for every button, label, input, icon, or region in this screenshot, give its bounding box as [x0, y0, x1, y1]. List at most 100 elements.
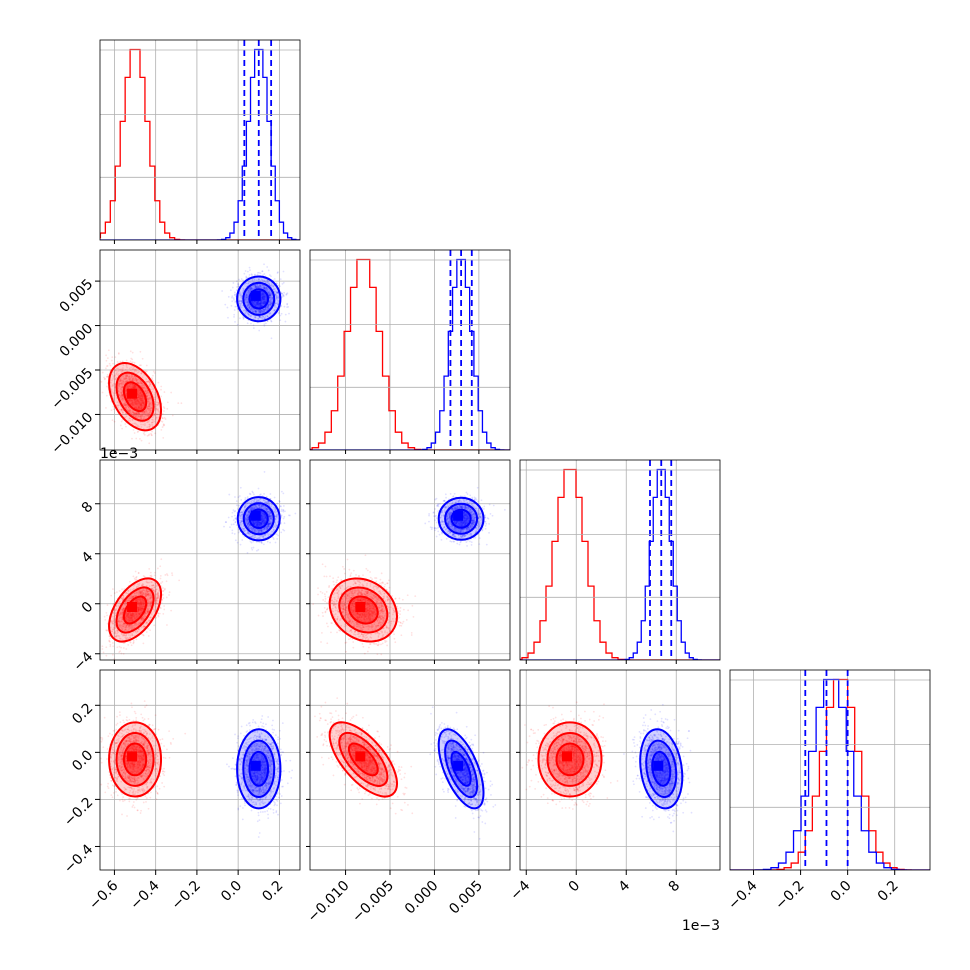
scatter-point — [147, 409, 150, 412]
scatter-point — [282, 517, 285, 520]
scatter-point — [129, 626, 132, 629]
scatter-point — [279, 319, 282, 322]
scatter-point — [145, 410, 148, 413]
scatter-point — [146, 407, 149, 410]
scatter-point — [268, 297, 271, 300]
scatter-point — [244, 298, 247, 301]
scatter-point — [141, 382, 143, 385]
scatter-point — [139, 592, 142, 594]
scatter-point — [140, 602, 143, 605]
scatter-point — [257, 310, 260, 313]
panel-content — [100, 263, 290, 450]
scatter-point — [113, 374, 115, 377]
scatter-point — [139, 414, 142, 417]
scatter-point — [281, 282, 284, 285]
scatter-point — [263, 309, 266, 312]
scatter-point — [266, 289, 269, 291]
scatter-point — [245, 282, 248, 285]
scatter-point — [120, 383, 123, 386]
scatter-point — [130, 357, 133, 360]
scatter-point — [121, 611, 124, 614]
scatter-point — [168, 591, 171, 594]
scatter-point — [124, 381, 127, 384]
scatter-point — [146, 395, 148, 398]
scatter-point — [124, 387, 127, 390]
scatter-point — [127, 616, 130, 618]
scatter-point — [135, 575, 138, 578]
scatter-point — [143, 411, 146, 413]
scatter-point — [140, 403, 143, 406]
scatter-point — [236, 323, 239, 326]
scatter-point — [157, 403, 160, 406]
scatter-point — [116, 630, 119, 632]
scatter-point — [128, 410, 131, 413]
scatter-point — [254, 311, 257, 314]
scatter-point — [123, 588, 126, 590]
scatter-point — [132, 414, 135, 417]
scatter-point — [133, 361, 136, 364]
scatter-point — [130, 399, 133, 402]
scatter-point — [139, 397, 141, 399]
scatter-point — [119, 391, 122, 394]
scatter-point — [134, 415, 137, 418]
scatter-point — [272, 285, 275, 288]
scatter-point — [105, 359, 108, 362]
scatter-point — [140, 617, 143, 620]
scatter-point — [133, 398, 136, 401]
scatter-point — [140, 402, 143, 404]
scatter-point — [150, 407, 153, 410]
scatter-point — [145, 390, 147, 393]
scatter-point — [262, 293, 265, 296]
scatter-point — [130, 399, 133, 402]
scatter-point — [261, 300, 264, 303]
scatter-point — [251, 278, 253, 281]
scatter-point — [262, 302, 265, 305]
scatter-point — [153, 398, 156, 401]
scatter-point — [136, 400, 138, 402]
scatter-point — [155, 416, 158, 419]
scatter-point — [145, 380, 148, 383]
scatter-point — [257, 286, 259, 289]
scatter-point — [247, 300, 250, 303]
scatter-point — [270, 320, 273, 323]
scatter-point — [142, 395, 144, 398]
scatter-point — [126, 380, 128, 383]
scatter-point — [122, 396, 124, 399]
scatter-point — [157, 597, 160, 599]
scatter-point — [135, 616, 138, 618]
scatter-point — [139, 415, 142, 418]
scatter-point — [140, 603, 142, 606]
scatter-point — [260, 286, 263, 289]
scatter-point — [140, 384, 142, 387]
scatter-point — [243, 309, 246, 312]
scatter-point — [278, 311, 280, 314]
scatter-point — [128, 627, 131, 630]
scatter-point — [151, 421, 153, 424]
scatter-point — [142, 601, 145, 603]
scatter-point — [125, 613, 128, 615]
scatter-point — [247, 312, 249, 314]
scatter-point — [253, 277, 256, 280]
scatter-point — [139, 396, 142, 399]
scatter-point — [114, 609, 117, 612]
scatter-point — [127, 386, 130, 389]
scatter-point — [144, 390, 147, 392]
scatter-point — [150, 575, 153, 578]
scatter-point — [251, 274, 253, 276]
scatter-point — [134, 398, 136, 401]
scatter-point — [251, 300, 254, 303]
scatter-point — [139, 399, 142, 402]
scatter-point — [260, 296, 263, 299]
scatter-point — [122, 607, 125, 610]
scatter-point — [132, 411, 134, 414]
scatter-point — [132, 384, 135, 387]
scatter-point — [268, 293, 271, 296]
scatter-point — [145, 410, 147, 413]
scatter-point — [145, 412, 148, 414]
scatter-point — [125, 389, 128, 391]
scatter-point — [156, 397, 159, 400]
scatter-point — [249, 281, 252, 284]
scatter-point — [133, 387, 135, 389]
scatter-point — [263, 280, 266, 282]
scatter-point — [137, 609, 140, 612]
